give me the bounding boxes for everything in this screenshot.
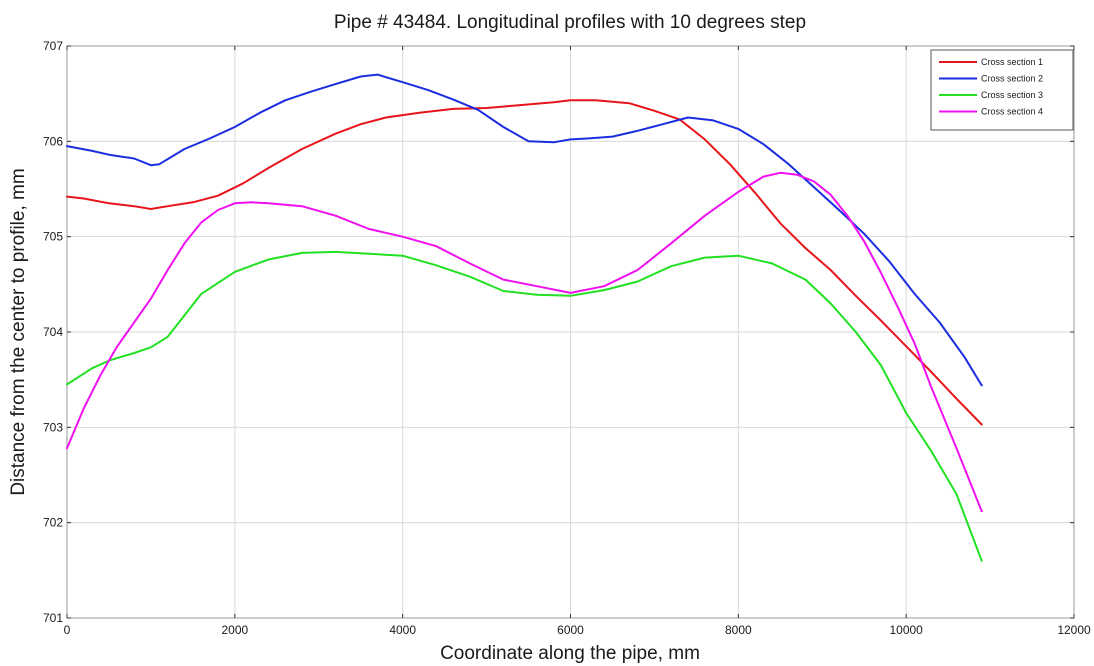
y-tick-label: 704 — [43, 325, 63, 339]
legend: Cross section 1 Cross section 2 Cross sect… — [930, 49, 1074, 131]
y-tick-label: 707 — [43, 39, 63, 53]
series-line-cross-section-4 — [66, 171, 983, 513]
legend-label-cross-section-4: Cross section 4 — [981, 107, 1043, 117]
x-tick-label: 4000 — [389, 623, 416, 637]
y-tick-label: 702 — [43, 516, 63, 530]
legend-label-cross-section-3: Cross section 3 — [981, 90, 1043, 100]
series-line-cross-section-3 — [66, 250, 983, 562]
x-tick-label: 6000 — [557, 623, 584, 637]
y-tick-label: 705 — [43, 230, 63, 244]
y-axis-label: Distance from the center to profile, mm — [8, 168, 29, 495]
series-layer — [66, 73, 983, 562]
y-tick-label: 703 — [43, 420, 63, 434]
series-line-cross-section-2 — [66, 73, 983, 387]
y-tick-label: 701 — [43, 611, 63, 625]
legend-box — [930, 49, 1074, 131]
x-tick-label: 10000 — [889, 623, 923, 637]
x-tick-label: 2000 — [221, 623, 248, 637]
grid — [67, 46, 1074, 618]
y-tick-label: 706 — [43, 134, 63, 148]
chart-title: Pipe # 43484. Longitudinal profiles with… — [334, 12, 806, 33]
x-tick-label: 8000 — [725, 623, 752, 637]
x-tick-label: 12000 — [1057, 623, 1091, 637]
axis-ticks: 0 2000 4000 6000 8000 10000 12000 701 702 703 704 7… — [43, 39, 1091, 637]
x-tick-label: 0 — [64, 623, 71, 637]
x-axis-label: Coordinate along the pipe, mm — [440, 643, 700, 664]
legend-label-cross-section-1: Cross section 1 — [981, 57, 1043, 67]
legend-label-cross-section-2: Cross section 2 — [981, 74, 1043, 84]
series-line-cross-section-1 — [66, 99, 983, 426]
